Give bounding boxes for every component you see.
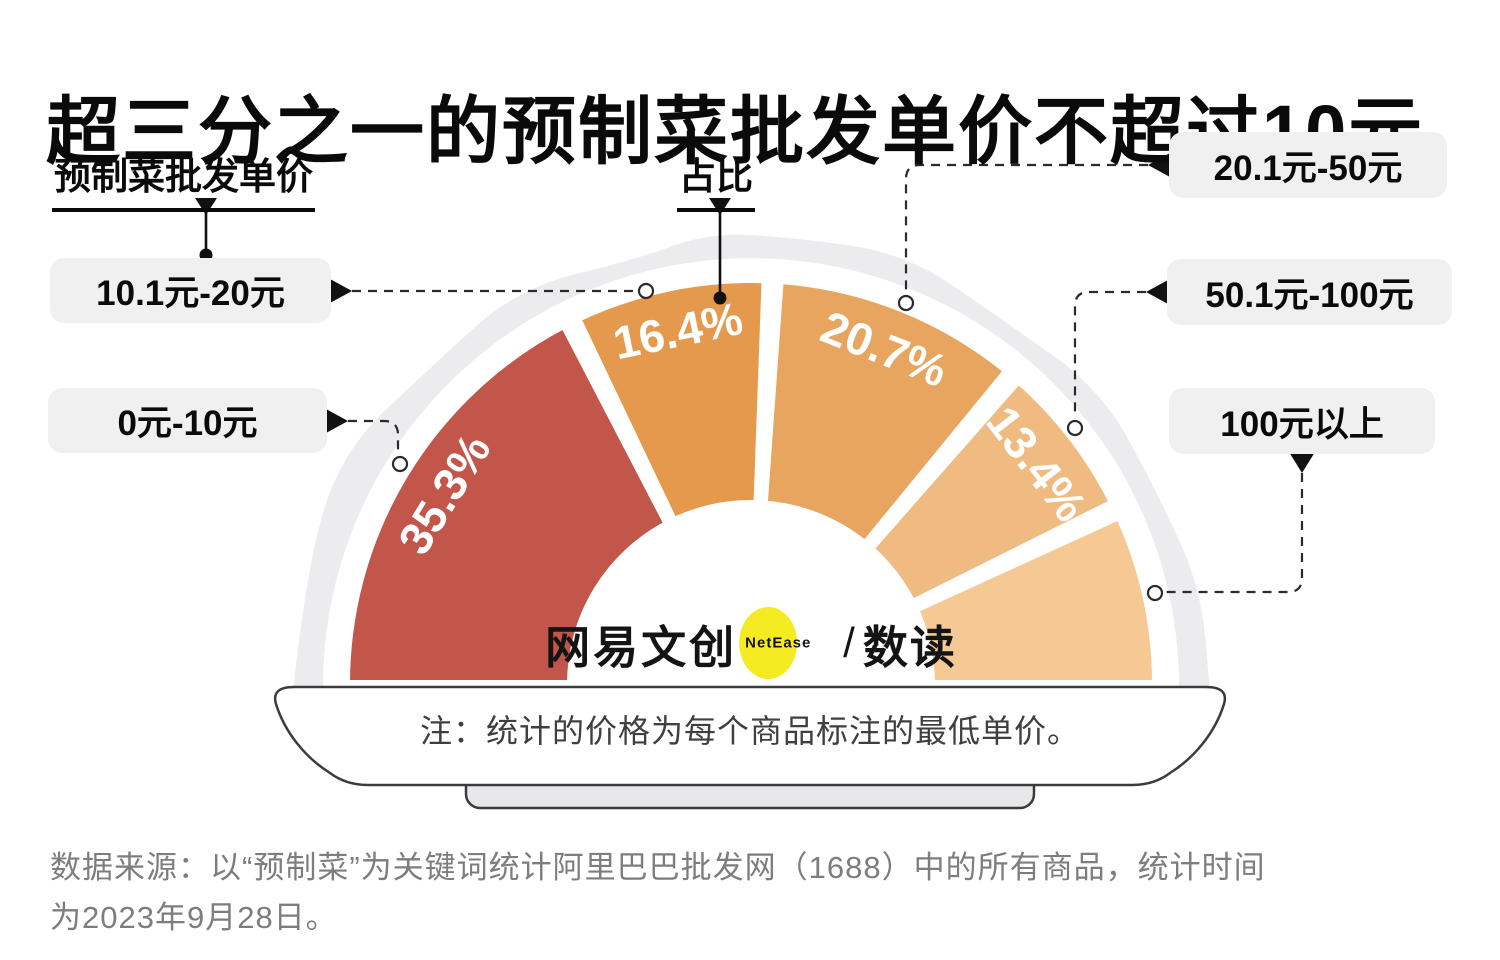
- plate-note: 注：统计的价格为每个商品标注的最低单价。: [419, 713, 1080, 749]
- gauge-segment-1: [572, 275, 770, 526]
- callout-tail-100up: [1289, 452, 1315, 473]
- logo-yellow-circle: [739, 607, 798, 679]
- gauge-segment-2: [759, 276, 1012, 549]
- callout-end-dots: [391, 282, 1164, 602]
- callout-tail-50-100: [1146, 280, 1168, 304]
- data-source-line2: 为2023年9月28日。: [50, 899, 338, 935]
- share-axis-pointer: [709, 198, 731, 305]
- price-axis-label: 预制菜批发单价: [52, 146, 315, 212]
- callout-tail-10-20: [330, 279, 352, 303]
- callout-box-0-10: 0元-10元: [48, 388, 327, 453]
- netease-shudu-logo: 网易文创 NetEase / 数读: [545, 607, 957, 679]
- callout-box-20-50: 20.1元-50元: [1169, 132, 1447, 198]
- callout-tail-0-10: [326, 409, 348, 433]
- callout-connectors: [348, 163, 1304, 594]
- data-source: 数据来源：以“预制菜”为关键词统计阿里巴巴批发网（1688）中的所有商品，统计时…: [50, 843, 1470, 942]
- plate-bowl: [273, 685, 1227, 787]
- gauge-segments: [342, 275, 1160, 688]
- gauge-segment-3: [865, 375, 1118, 608]
- callout-box-100up: 100元以上: [1169, 388, 1435, 454]
- gauge-segment-0: [342, 320, 672, 688]
- callout-box-10-20: 10.1元-20元: [50, 258, 331, 323]
- gauge-segment-4: [910, 511, 1160, 688]
- logo-brand-text: 网易文创: [545, 621, 738, 673]
- data-source-line1: 数据来源：以“预制菜”为关键词统计阿里巴巴批发网（1688）中的所有商品，统计时…: [50, 850, 1266, 885]
- logo-yellow-badge: NetEase: [739, 607, 810, 679]
- callout-box-50-100: 50.1元-100元: [1167, 259, 1452, 325]
- logo-product-text: 数读: [862, 621, 957, 673]
- logo-slash: /: [843, 619, 855, 666]
- logo-netease-text: NetEase: [745, 634, 812, 652]
- callout-tail-20-50: [1148, 153, 1170, 177]
- share-axis-label: 占比: [677, 146, 755, 212]
